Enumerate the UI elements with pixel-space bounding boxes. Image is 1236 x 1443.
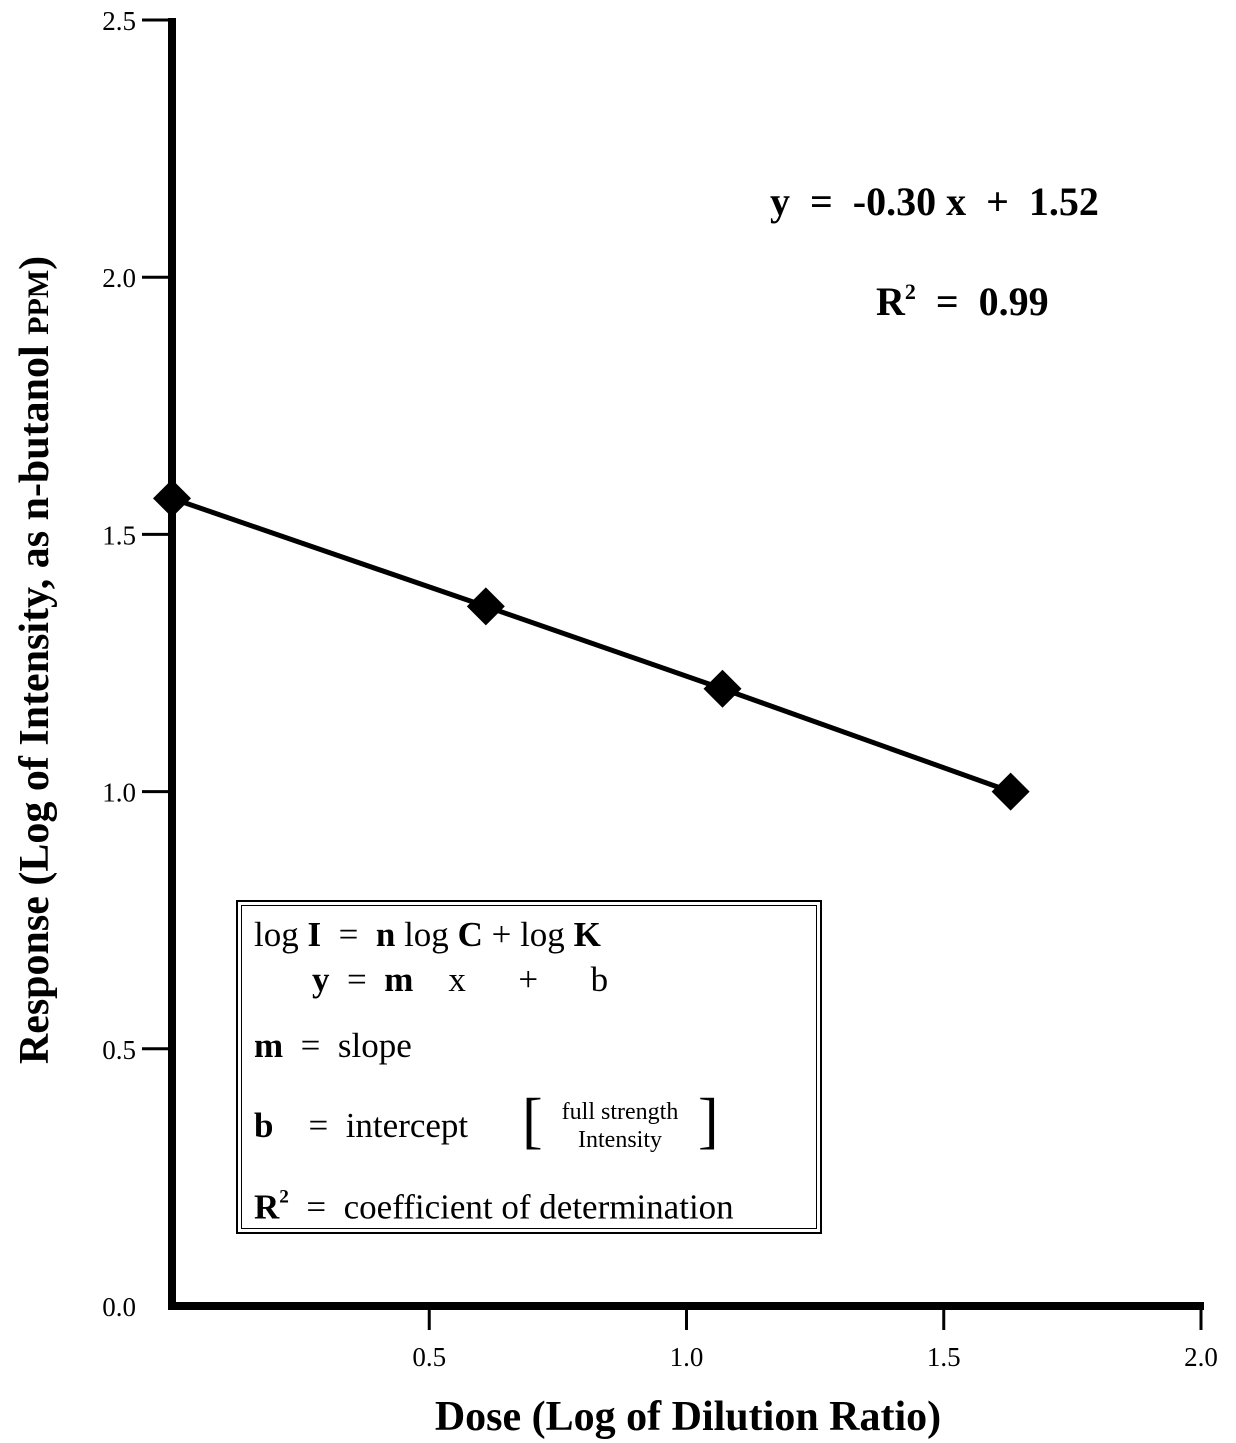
y-tick-label: 1.0 <box>102 778 136 808</box>
y-tick-label: 1.5 <box>102 520 136 550</box>
y-tick-label: 0.0 <box>102 1292 136 1322</box>
legend-line-r-squared: R2 = coefficient of determination <box>254 1187 734 1227</box>
legend-line-linear-form: y = m x + b <box>312 960 609 999</box>
x-ticks: 0.5 1.0 1.5 2.0 <box>412 1306 1218 1372</box>
legend-box: log I = n log C + log K y = m x + b m = … <box>236 900 822 1234</box>
legend-line-intercept: b = intercept <box>254 1106 469 1145</box>
x-tick-label: 2.0 <box>1184 1342 1218 1372</box>
legend-line-slope: m = slope <box>254 1026 412 1065</box>
data-point-marker <box>703 669 742 708</box>
series <box>153 479 1030 811</box>
data-point-marker <box>991 772 1030 811</box>
x-tick-label: 1.0 <box>670 1342 704 1372</box>
x-axis-title: Dose (Log of Dilution Ratio) <box>435 1394 941 1440</box>
series-line <box>171 496 1012 794</box>
x-tick-label: 1.5 <box>927 1342 961 1372</box>
regression-equation: y = -0.30 x + 1.52 <box>770 179 1099 224</box>
y-ticks: 0.0 0.5 1.0 1.5 2.0 2.5 <box>102 6 172 1322</box>
data-point-marker <box>466 587 505 626</box>
x-tick-label: 0.5 <box>412 1342 446 1372</box>
y-axis-title: Response (Log of Intensity, as n-butanol… <box>12 256 58 1064</box>
y-tick-label: 0.5 <box>102 1035 136 1065</box>
data-point-marker <box>153 479 191 518</box>
left-bracket: [ <box>522 1087 543 1155</box>
r-squared-annotation: R2 = 0.99 <box>876 279 1049 324</box>
right-bracket: ] <box>698 1087 719 1155</box>
y-tick-label: 2.5 <box>102 6 136 36</box>
y-tick-label: 2.0 <box>102 263 136 293</box>
legend-line-general-equation: log I = n log C + log K <box>254 915 601 954</box>
intercept-note-top: full strength <box>561 1099 679 1125</box>
intercept-note-bottom: Intensity <box>578 1127 662 1153</box>
